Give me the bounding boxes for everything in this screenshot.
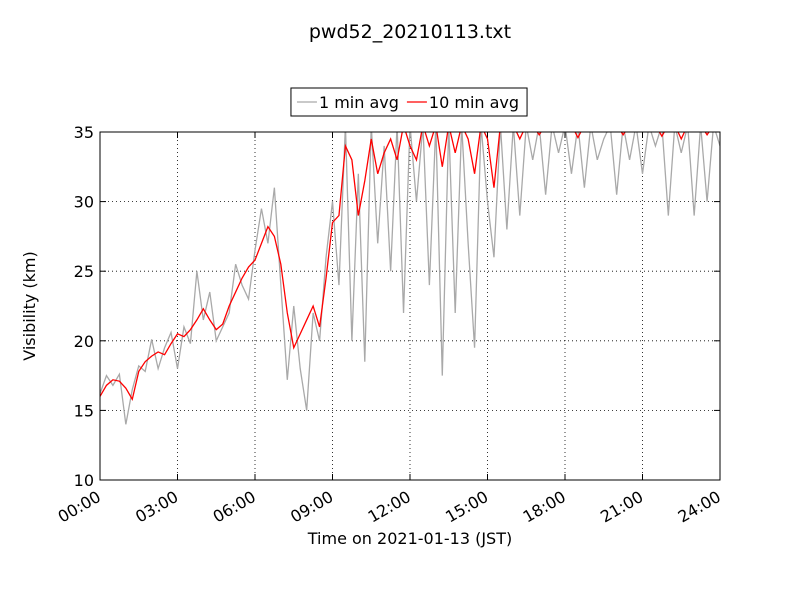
data-line bbox=[100, 132, 720, 425]
y-tick-label: 30 bbox=[74, 193, 94, 212]
x-tick-label: 15:00 bbox=[442, 487, 491, 527]
x-tick-label: 12:00 bbox=[365, 487, 414, 527]
x-tick-label: 03:00 bbox=[132, 487, 181, 527]
y-tick-label: 35 bbox=[74, 123, 94, 142]
plot-frame bbox=[99, 131, 721, 481]
x-tick-label: 21:00 bbox=[597, 487, 646, 527]
x-tick-label: 18:00 bbox=[520, 487, 569, 527]
legend-label: 10 min avg bbox=[429, 93, 519, 112]
y-tick-label: 10 bbox=[74, 471, 94, 490]
x-tick-label: 06:00 bbox=[210, 487, 259, 527]
y-tick-label: 25 bbox=[74, 262, 94, 281]
data-line bbox=[100, 132, 710, 402]
x-axis-label: Time on 2021-01-13 (JST) bbox=[307, 529, 512, 548]
x-tick-label: 24:00 bbox=[675, 487, 724, 527]
legend-label: 1 min avg bbox=[319, 93, 399, 112]
x-tick-label: 00:00 bbox=[55, 487, 104, 527]
legend: 1 min avg 10 min avg bbox=[290, 87, 528, 117]
y-tick-label: 20 bbox=[74, 332, 94, 351]
chart-title: pwd52_20210113.txt bbox=[309, 21, 511, 43]
y-tick-label: 15 bbox=[74, 401, 94, 420]
y-axis-label: Visibility (km) bbox=[20, 251, 39, 360]
x-tick-label: 09:00 bbox=[287, 487, 336, 527]
